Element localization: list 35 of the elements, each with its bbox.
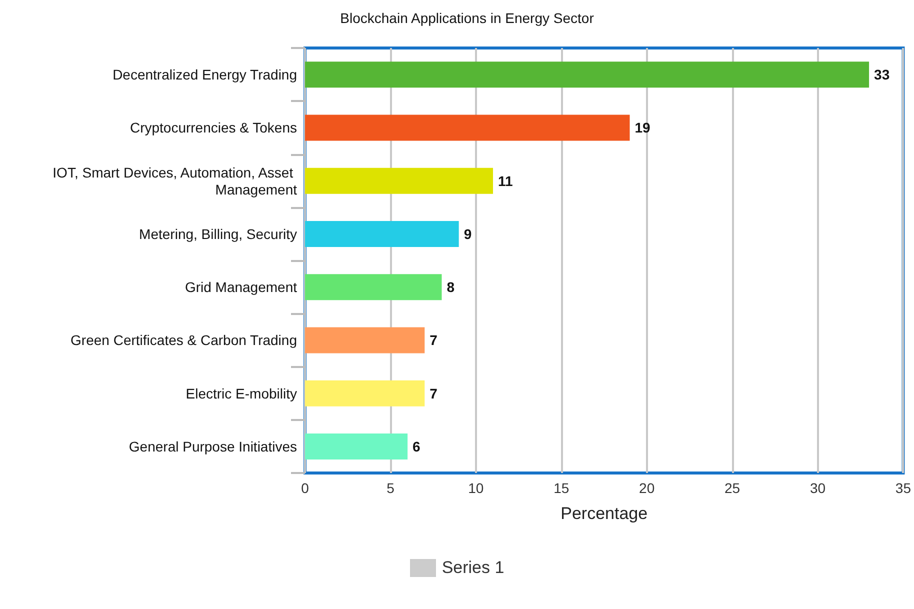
y-tick-label: Decentralized Energy Trading — [112, 66, 297, 83]
x-tick-label: 20 — [639, 480, 655, 496]
data-label: 7 — [430, 385, 438, 402]
y-tick-label: Cryptocurrencies & Tokens — [130, 120, 297, 136]
x-tick-label: 15 — [554, 480, 570, 496]
x-tick-label: 10 — [468, 480, 484, 496]
x-tick-label: 0 — [301, 480, 310, 496]
bar — [305, 220, 459, 247]
x-tick-label: 25 — [724, 480, 740, 496]
y-tick-label: Metering, Billing, Security — [139, 226, 297, 242]
y-tick-label: Grid Management — [184, 279, 298, 296]
x-tick-label: 30 — [810, 480, 826, 496]
bar — [305, 433, 408, 460]
y-tick-label: IOT, Smart Devices, Automation, Asset Management — [52, 164, 298, 198]
bar — [305, 62, 870, 88]
y-tick-label: Green Certificates & Carbon Trading — [70, 332, 297, 348]
data-label: 6 — [412, 438, 421, 454]
data-label: 7 — [430, 332, 438, 348]
bar — [305, 274, 442, 300]
chart-title: Blockchain Applications in Energy Sector — [340, 10, 594, 26]
x-axis-title: Percentage — [560, 504, 648, 523]
data-label: 9 — [464, 226, 472, 242]
data-label: 33 — [874, 66, 890, 83]
x-tick-label: 35 — [895, 480, 912, 496]
data-label: 19 — [634, 120, 651, 136]
bar — [305, 114, 630, 141]
bar — [305, 327, 425, 354]
bar — [305, 380, 425, 406]
text: Series 1 — [442, 558, 504, 578]
y-tick-label: General Purpose Initiatives — [128, 438, 297, 454]
x-tick-label: 5 — [386, 480, 395, 496]
bar — [305, 168, 494, 194]
data-label: 8 — [446, 279, 455, 296]
data-label: 11 — [498, 172, 514, 189]
y-tick-label: Electric E-mobility — [186, 385, 297, 402]
